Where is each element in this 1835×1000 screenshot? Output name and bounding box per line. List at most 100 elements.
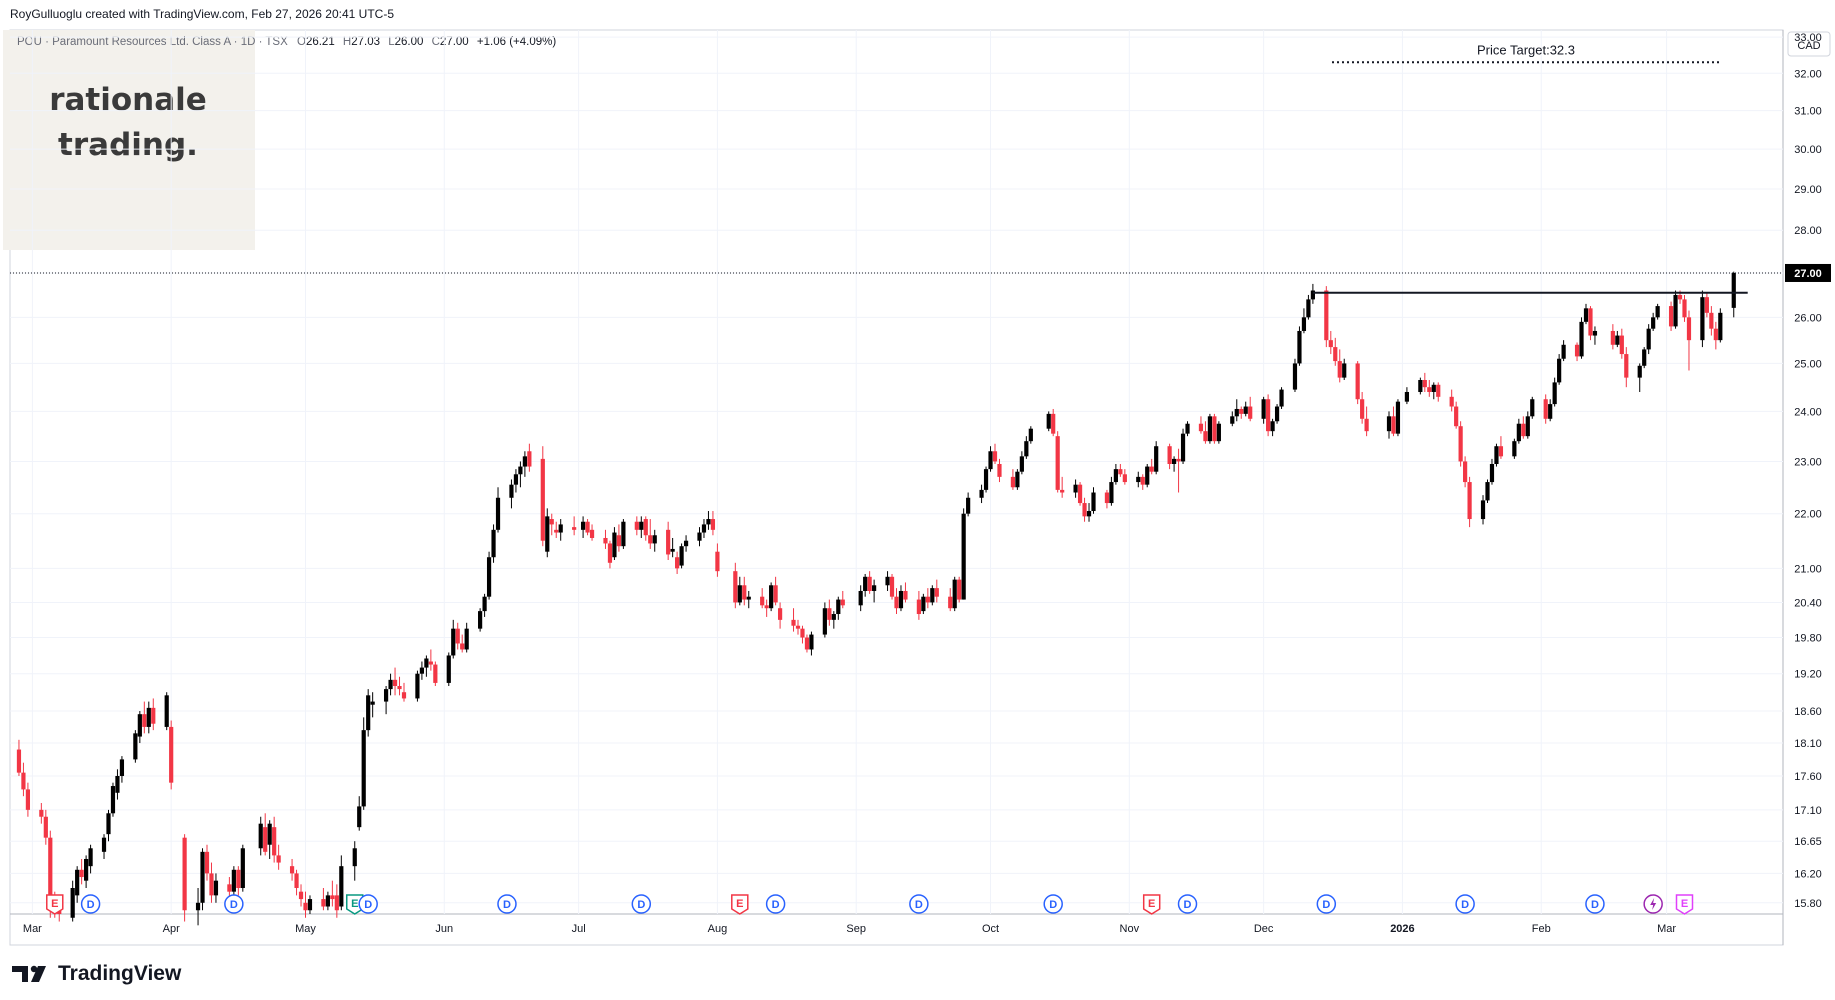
dividend-icon[interactable]: D xyxy=(80,894,101,914)
candle xyxy=(1082,497,1087,522)
candle xyxy=(992,443,998,464)
candle-body xyxy=(1176,458,1181,462)
candle-body xyxy=(1310,290,1315,300)
candle xyxy=(1073,479,1078,498)
candle xyxy=(1704,292,1709,318)
candle-body xyxy=(1543,399,1548,419)
dividend-icon[interactable]: D xyxy=(358,894,378,914)
candle xyxy=(1624,347,1629,388)
candle-body xyxy=(961,513,966,600)
dividend-icon[interactable]: D xyxy=(224,894,244,914)
candle xyxy=(446,652,451,687)
candle-body xyxy=(612,532,617,558)
dividend-icon[interactable]: D xyxy=(1585,894,1605,914)
candle xyxy=(1651,312,1656,331)
earnings-icon[interactable]: E xyxy=(731,894,749,915)
candle-body xyxy=(1234,408,1239,417)
candle-body xyxy=(272,827,277,856)
candle-body xyxy=(227,884,232,892)
dividend-icon-glyph: D xyxy=(1184,899,1192,911)
candle xyxy=(1149,458,1154,475)
candle xyxy=(1422,372,1427,392)
candle-body xyxy=(863,576,868,591)
candle-body xyxy=(670,548,675,552)
candle-body xyxy=(737,585,742,603)
candle xyxy=(683,535,689,552)
candle xyxy=(1274,404,1280,424)
candle xyxy=(983,466,989,493)
candle xyxy=(509,479,514,509)
candle xyxy=(352,841,357,881)
candle-body xyxy=(572,527,577,530)
dividend-icon[interactable]: D xyxy=(1455,894,1475,914)
candle xyxy=(231,866,236,896)
candle-body xyxy=(1731,272,1736,308)
candle xyxy=(607,540,613,569)
candle xyxy=(1171,456,1177,472)
candle xyxy=(455,622,460,650)
dividend-icon-ring xyxy=(358,894,378,914)
tradingview-logo[interactable]: TradingView xyxy=(12,962,181,986)
candle-body xyxy=(330,895,335,900)
earnings-icon[interactable]: E xyxy=(1675,894,1694,915)
candle xyxy=(643,516,648,541)
candle-body xyxy=(742,585,747,600)
candle xyxy=(1207,413,1213,444)
dividend-icon[interactable]: D xyxy=(497,894,517,914)
low-label: L xyxy=(388,36,395,48)
candle-body xyxy=(1677,294,1683,300)
earnings-icon-glyph: E xyxy=(1681,898,1688,910)
dividend-icon[interactable]: D xyxy=(631,894,652,914)
time-tick-label: Aug xyxy=(708,923,728,935)
candle-body xyxy=(209,873,214,896)
candle xyxy=(213,873,219,903)
candle xyxy=(1431,382,1436,400)
candle-body xyxy=(1015,471,1020,488)
earnings-icon[interactable]: E xyxy=(46,894,64,915)
candle-body xyxy=(39,809,44,817)
candle-body xyxy=(460,643,465,650)
candle-body xyxy=(1704,297,1709,313)
candle xyxy=(1530,396,1535,419)
candle xyxy=(545,508,550,558)
candle xyxy=(151,698,156,731)
last-price-badge xyxy=(1785,263,1831,282)
earnings-icon[interactable]: E xyxy=(1142,894,1161,915)
candle xyxy=(1557,354,1562,385)
dividend-icon-glyph: D xyxy=(915,899,923,911)
dividend-icon[interactable]: D xyxy=(1177,894,1198,914)
open-label: O xyxy=(297,36,306,48)
candle xyxy=(334,884,339,918)
dividend-icon[interactable]: D xyxy=(909,894,929,914)
candle-body xyxy=(1216,423,1221,442)
candle-body xyxy=(997,463,1002,477)
candle xyxy=(70,880,75,922)
candle xyxy=(777,602,783,629)
candle xyxy=(491,524,496,563)
candle-body xyxy=(276,855,281,863)
split-icon[interactable] xyxy=(1643,894,1663,914)
candle-body xyxy=(675,557,680,569)
candle xyxy=(289,858,295,881)
candle-body xyxy=(267,823,272,845)
candle-body xyxy=(303,902,308,911)
candle-body xyxy=(966,497,971,514)
currency-button[interactable] xyxy=(1787,31,1831,57)
candle xyxy=(1682,294,1687,322)
earnings-icon[interactable]: E xyxy=(346,894,364,915)
candle-body xyxy=(1494,446,1499,464)
candle-body xyxy=(1552,382,1557,405)
candle xyxy=(921,593,926,615)
dividend-icon[interactable]: D xyxy=(1316,894,1337,914)
candle xyxy=(146,701,151,734)
candle xyxy=(648,519,653,549)
dividend-icon[interactable]: D xyxy=(765,894,786,914)
candle xyxy=(200,848,205,911)
dividend-icon[interactable]: D xyxy=(1043,894,1063,914)
candle-body xyxy=(1360,399,1365,419)
candle xyxy=(294,869,299,896)
candle xyxy=(804,634,810,653)
candle xyxy=(392,667,398,696)
candle xyxy=(979,484,984,504)
price-tick-label: 18.10 xyxy=(1794,738,1822,750)
